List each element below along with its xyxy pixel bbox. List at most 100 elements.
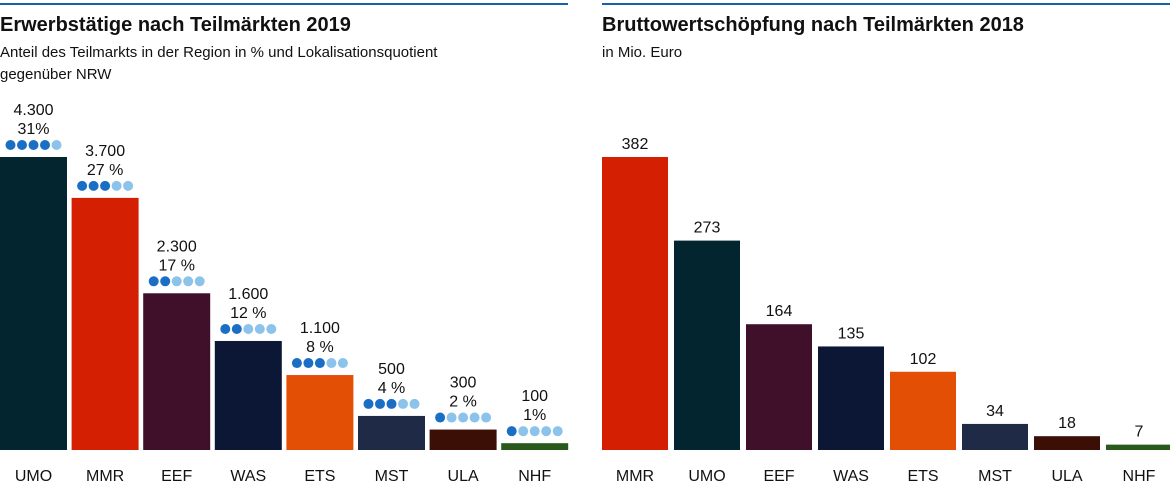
share-label: 1% [523,407,546,424]
value-label: 3.700 [85,143,125,160]
quotient-dots [435,412,492,423]
bar [1034,436,1100,450]
dot [409,398,420,409]
dot [446,412,457,423]
dot [481,412,492,423]
value-label: 1.100 [300,320,340,337]
bar [1106,444,1170,450]
dot [254,323,265,334]
dot [314,358,325,369]
quotient-dots [291,358,348,369]
value-label: 102 [910,351,937,368]
bar [602,157,668,450]
bar [890,371,956,450]
dot [111,180,122,191]
chart-subtitle: in Mio. Euro [602,44,682,61]
x-tick-label: WAS [833,468,869,485]
quotient-dots [506,426,563,437]
share-label: 8 % [306,339,334,356]
x-tick-label: EEF [763,468,794,485]
share-label: 27 % [87,162,123,179]
value-label: 500 [378,361,405,378]
share-label: 31% [17,121,49,138]
x-tick-label: MMR [616,468,654,485]
bar [674,240,740,450]
bar [143,293,211,450]
bar [818,346,884,450]
value-label: 164 [766,303,793,320]
bar [429,429,497,450]
quotient-dots [5,140,62,150]
dot [51,140,62,150]
dot [123,180,134,191]
value-label: 1.600 [228,286,268,303]
x-tick-label: NHF [1123,468,1156,485]
dot [506,426,517,437]
x-tick-label: MMR [86,468,124,485]
x-tick-label: UMO [688,468,725,485]
share-label: 17 % [158,257,194,274]
share-label: 12 % [230,305,266,322]
quotient-dots [148,276,205,287]
quotient-dots [363,398,420,409]
x-tick-label: UMO [15,468,52,485]
dot [386,398,397,409]
x-tick-label: ULA [448,468,479,485]
x-tick-label: WAS [230,468,266,485]
x-tick-label: ETS [907,468,938,485]
dot [160,276,171,287]
dot [529,426,540,437]
dot [337,358,348,369]
bar [71,197,139,450]
dot [291,358,302,369]
dot [266,323,277,334]
dot [40,140,50,150]
dot [148,276,159,287]
dot [28,140,39,150]
dot [77,180,88,191]
dot [375,398,385,409]
bar [501,443,569,450]
value-label: 273 [694,220,721,237]
quotient-dots [77,180,134,191]
dot [17,140,27,150]
dot [326,358,337,369]
x-tick-label: ETS [304,468,335,485]
chart-subtitle: Anteil des Teilmarkts in der Region in %… [0,44,438,61]
dot [194,276,205,287]
chart-subtitle: gegenüber NRW [0,66,112,83]
value-label: 300 [450,375,477,392]
value-label: 4.300 [13,102,53,119]
dot [100,180,111,191]
dot [171,276,182,287]
bar [746,324,812,450]
dot [518,426,529,437]
x-tick-label: NHF [518,468,551,485]
dot [231,323,242,334]
x-tick-label: ULA [1051,468,1082,485]
value-label: 135 [838,325,865,342]
bar [214,340,282,450]
dot [458,412,469,423]
dot [183,276,194,287]
dot [363,398,374,409]
dot [243,323,254,334]
chart-title: Bruttowertschöpfung nach Teilmärkten 201… [602,14,1024,36]
dot [88,180,99,191]
x-tick-label: MST [978,468,1012,485]
value-label: 18 [1058,415,1076,432]
bar [962,423,1028,450]
dot [435,412,446,423]
dot [220,323,231,334]
dot [541,426,552,437]
bar [358,415,425,450]
chart-title: Erwerbstätige nach Teilmärkten 2019 [0,14,351,36]
quotient-dots [220,323,277,334]
value-label: 382 [622,136,649,153]
dot [469,412,480,423]
dot [303,358,314,369]
value-label: 100 [521,388,548,405]
dot [552,426,563,437]
bar [286,375,354,450]
